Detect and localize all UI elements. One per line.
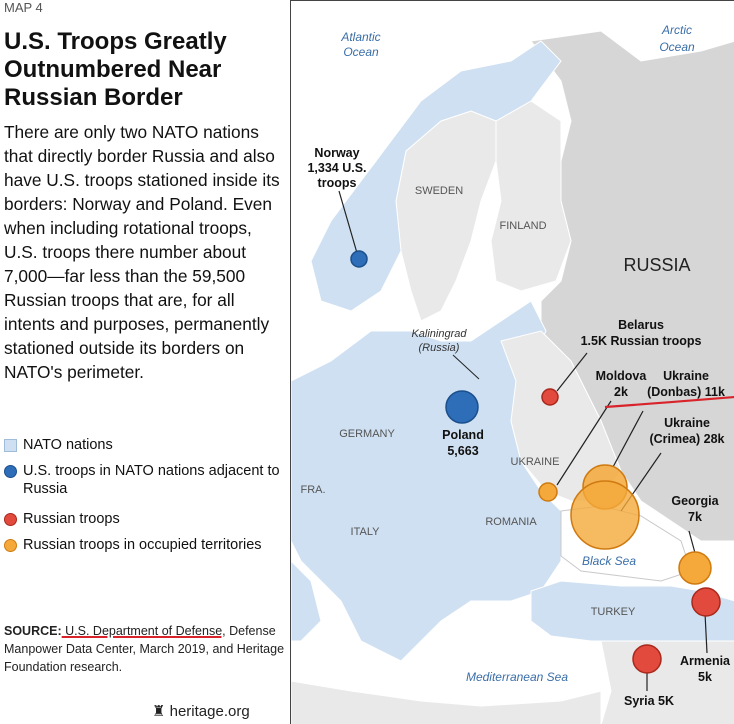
credit-text: heritage.org xyxy=(169,703,250,720)
georgia-callout-2: 7k xyxy=(688,510,702,524)
page-title: U.S. Troops Greatly Outnumbered Near Rus… xyxy=(4,28,227,111)
armenia-callout-1: Armenia xyxy=(680,654,731,668)
italy-label: ITALY xyxy=(351,526,381,538)
source-rest: Defense Manpower Data Center, March 2019… xyxy=(4,624,285,674)
legend-item-us-troops: U.S. troops in NATO nations adjacent to … xyxy=(4,462,286,498)
building-icon: ♜ xyxy=(152,703,166,720)
syria-troops-marker xyxy=(632,644,662,674)
map-label: MAP 4 xyxy=(4,0,43,15)
sweden-label: SWEDEN xyxy=(415,185,463,197)
map: Atlantic Ocean Arctic Ocean Black Sea Me… xyxy=(290,0,734,724)
norway-troops-marker xyxy=(350,250,368,268)
legend-label: Russian troops xyxy=(23,511,120,527)
poland-callout-2: 5,663 xyxy=(447,444,478,458)
nato-swatch xyxy=(4,439,17,452)
map-svg: Atlantic Ocean Arctic Ocean Black Sea Me… xyxy=(291,1,734,724)
kaliningrad-label-1: Kaliningrad xyxy=(411,328,467,340)
norway-callout-3: troops xyxy=(318,176,357,190)
finland-area xyxy=(490,100,572,292)
legend-item-nato: NATO nations xyxy=(4,436,113,454)
credit: ♜ heritage.org xyxy=(152,702,250,720)
russia-label: RUSSIA xyxy=(623,255,690,275)
legend-label: U.S. troops in NATO nations adjacent to … xyxy=(23,463,280,497)
belarus-callout-1: Belarus xyxy=(618,318,664,332)
georgia-callout-1: Georgia xyxy=(671,494,719,508)
crimea-callout-1: Ukraine xyxy=(664,416,710,430)
poland-callout-1: Poland xyxy=(442,428,484,442)
mediterranean-label: Mediterranean Sea xyxy=(466,670,568,684)
turkey-label: TURKEY xyxy=(591,606,636,618)
germany-label: GERMANY xyxy=(339,428,395,440)
armenia-troops-marker xyxy=(691,587,721,617)
atlantic-label-2: Ocean xyxy=(343,45,379,59)
armenia-leader xyxy=(704,612,708,654)
legend-item-russian-troops: Russian troops xyxy=(4,510,120,528)
ukraine-label: UKRAINE xyxy=(511,456,560,468)
atlantic-label-1: Atlantic xyxy=(340,30,380,44)
moldova-leader xyxy=(556,400,612,486)
kaliningrad-label-2: (Russia) xyxy=(419,342,460,354)
blue-dot-icon xyxy=(4,465,17,478)
source-note: SOURCE: U.S. Department of Defense, Defe… xyxy=(4,622,286,676)
france-label: FRA. xyxy=(300,484,325,496)
source-highlighted: U.S. Department of Defense, xyxy=(61,624,226,638)
norway-leader xyxy=(338,190,358,254)
iberia-area xyxy=(291,560,322,642)
red-dot-icon xyxy=(4,513,17,526)
annotation-underline xyxy=(604,395,734,409)
norway-callout-2: 1,334 U.S. xyxy=(307,161,366,175)
romania-label: ROMANIA xyxy=(485,516,537,528)
legend-label: Russian troops in occupied territories xyxy=(23,537,262,553)
legend-label: NATO nations xyxy=(23,437,113,453)
crimea-callout-2: (Crimea) 28k xyxy=(649,432,724,446)
belarus-troops-marker xyxy=(541,388,559,406)
norway-area xyxy=(310,40,562,312)
arctic-label-1: Arctic xyxy=(661,23,692,37)
moldova-troops-marker xyxy=(538,482,558,502)
donbas-leader xyxy=(612,410,644,468)
source-prefix: SOURCE: xyxy=(4,624,62,638)
orange-dot-icon xyxy=(4,539,17,552)
moldova-callout-2: 2k xyxy=(614,385,628,399)
legend-item-occupied: Russian troops in occupied territories xyxy=(4,536,262,554)
syria-callout: Syria 5K xyxy=(624,694,674,708)
georgia-troops-marker xyxy=(678,551,712,585)
armenia-callout-2: 5k xyxy=(698,670,712,684)
moldova-callout-1: Moldova xyxy=(596,369,648,383)
belarus-callout-2: 1.5K Russian troops xyxy=(581,334,702,348)
crimea-troops-marker xyxy=(570,480,640,550)
turkey-area xyxy=(530,580,734,642)
finland-label: FINLAND xyxy=(499,220,546,232)
belarus-leader xyxy=(556,352,588,392)
norway-callout-1: Norway xyxy=(314,146,359,160)
arctic-label-2: Ocean xyxy=(659,40,695,54)
georgia-leader xyxy=(688,530,696,554)
africa-area xyxy=(291,680,602,724)
donbas-callout-1: Ukraine xyxy=(663,369,709,383)
kaliningrad-leader xyxy=(452,354,480,380)
donbas-callout-2: (Donbas) 11k xyxy=(647,385,725,399)
body-text: There are only two NATO nations that dir… xyxy=(4,122,280,382)
poland-troops-marker xyxy=(445,390,479,424)
black-sea-label: Black Sea xyxy=(582,554,636,568)
